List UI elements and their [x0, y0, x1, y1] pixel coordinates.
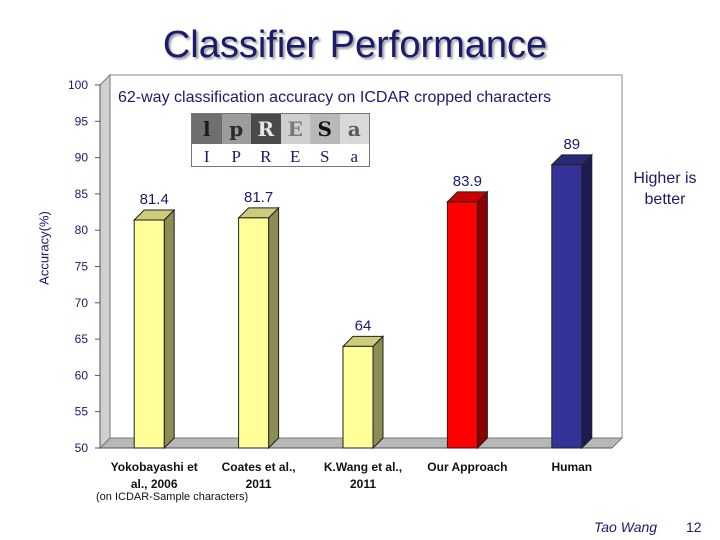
bar-side: [268, 206, 280, 450]
bar-front: [133, 219, 165, 449]
higher-is-better-note: Higher is better: [633, 170, 697, 208]
author-name: Tao Wang: [594, 519, 658, 535]
bar-value-label: 83.9: [453, 173, 482, 190]
bar-3: [446, 190, 489, 450]
char-sample-letter: E: [290, 147, 301, 166]
y-tick-label: 55: [75, 405, 89, 419]
y-tick-label: 60: [75, 368, 89, 382]
y-tick-label: 90: [75, 151, 89, 165]
x-category-label: Yokobayashi et: [111, 460, 198, 474]
x-category-label: 2011: [246, 477, 272, 491]
y-axis-ticks: 50 55 60 65 70 75 80 85 90 95 100: [68, 78, 100, 455]
x-category-label: Human: [551, 460, 592, 474]
slide-title: Classifier Performance: [162, 24, 548, 66]
x-axis-labels: Yokobayashi et al., 2006 Coates et al., 201…: [111, 460, 593, 491]
char-sample-tile: a: [339, 114, 369, 144]
bar-side: [476, 190, 488, 450]
y-tick-label: 80: [75, 223, 89, 237]
char-sample-letter: a: [350, 147, 359, 166]
y-tick-label: 65: [75, 332, 89, 346]
char-sample-letter: R: [260, 147, 272, 166]
y-tick-label: 75: [75, 260, 89, 274]
char-sample-tile: R: [251, 114, 281, 144]
bar-value-label: 89: [563, 136, 580, 153]
bar-value-labels: 81.4 81.7 64 83.9 89: [140, 136, 581, 334]
plot-side-wall: [99, 73, 111, 450]
char-sample-tile: p: [221, 114, 251, 144]
y-tick-label: 100: [68, 78, 88, 92]
bars: [132, 153, 594, 450]
slide-number: 12: [686, 519, 702, 535]
x-category-label: K.Wang et al.,: [324, 460, 402, 474]
char-sample-letter: I: [203, 147, 210, 166]
x-category-label: 2011: [350, 477, 376, 491]
footnote: (on ICDAR-Sample characters): [96, 491, 249, 503]
bar-front: [238, 217, 270, 449]
y-tick-label: 95: [75, 114, 89, 128]
bar-value-label: 81.4: [140, 191, 169, 208]
bar-side: [163, 208, 175, 450]
chart-title: 62-way classification accuracy on ICDAR …: [118, 89, 552, 106]
x-category-label: al., 2006: [131, 477, 178, 491]
bar-2: [341, 335, 385, 450]
char-sample-letter: S: [320, 147, 330, 166]
bar-front: [446, 201, 478, 449]
char-sample-tile: E: [280, 114, 310, 144]
char-sample-letter: P: [231, 147, 241, 166]
char-sample-tile: S: [310, 114, 340, 144]
bar-side: [372, 335, 384, 450]
y-tick-label: 85: [75, 187, 89, 201]
bar-front: [551, 164, 583, 449]
y-axis-label: Accuracy(%): [36, 211, 52, 285]
x-category-label: Coates et al.,: [222, 460, 296, 474]
bar-front: [342, 345, 374, 449]
bar-value-label: 81.7: [244, 189, 273, 206]
bar-side: [581, 153, 593, 450]
bar-value-label: 64: [355, 317, 372, 334]
bar-4: [550, 153, 594, 450]
bar-0: [132, 208, 176, 450]
bar-1: [237, 206, 280, 450]
y-tick-label: 50: [75, 441, 89, 455]
x-category-label: Our Approach: [427, 460, 507, 474]
y-tick-label: 70: [75, 296, 89, 310]
char-sample-tile: l: [192, 114, 222, 144]
